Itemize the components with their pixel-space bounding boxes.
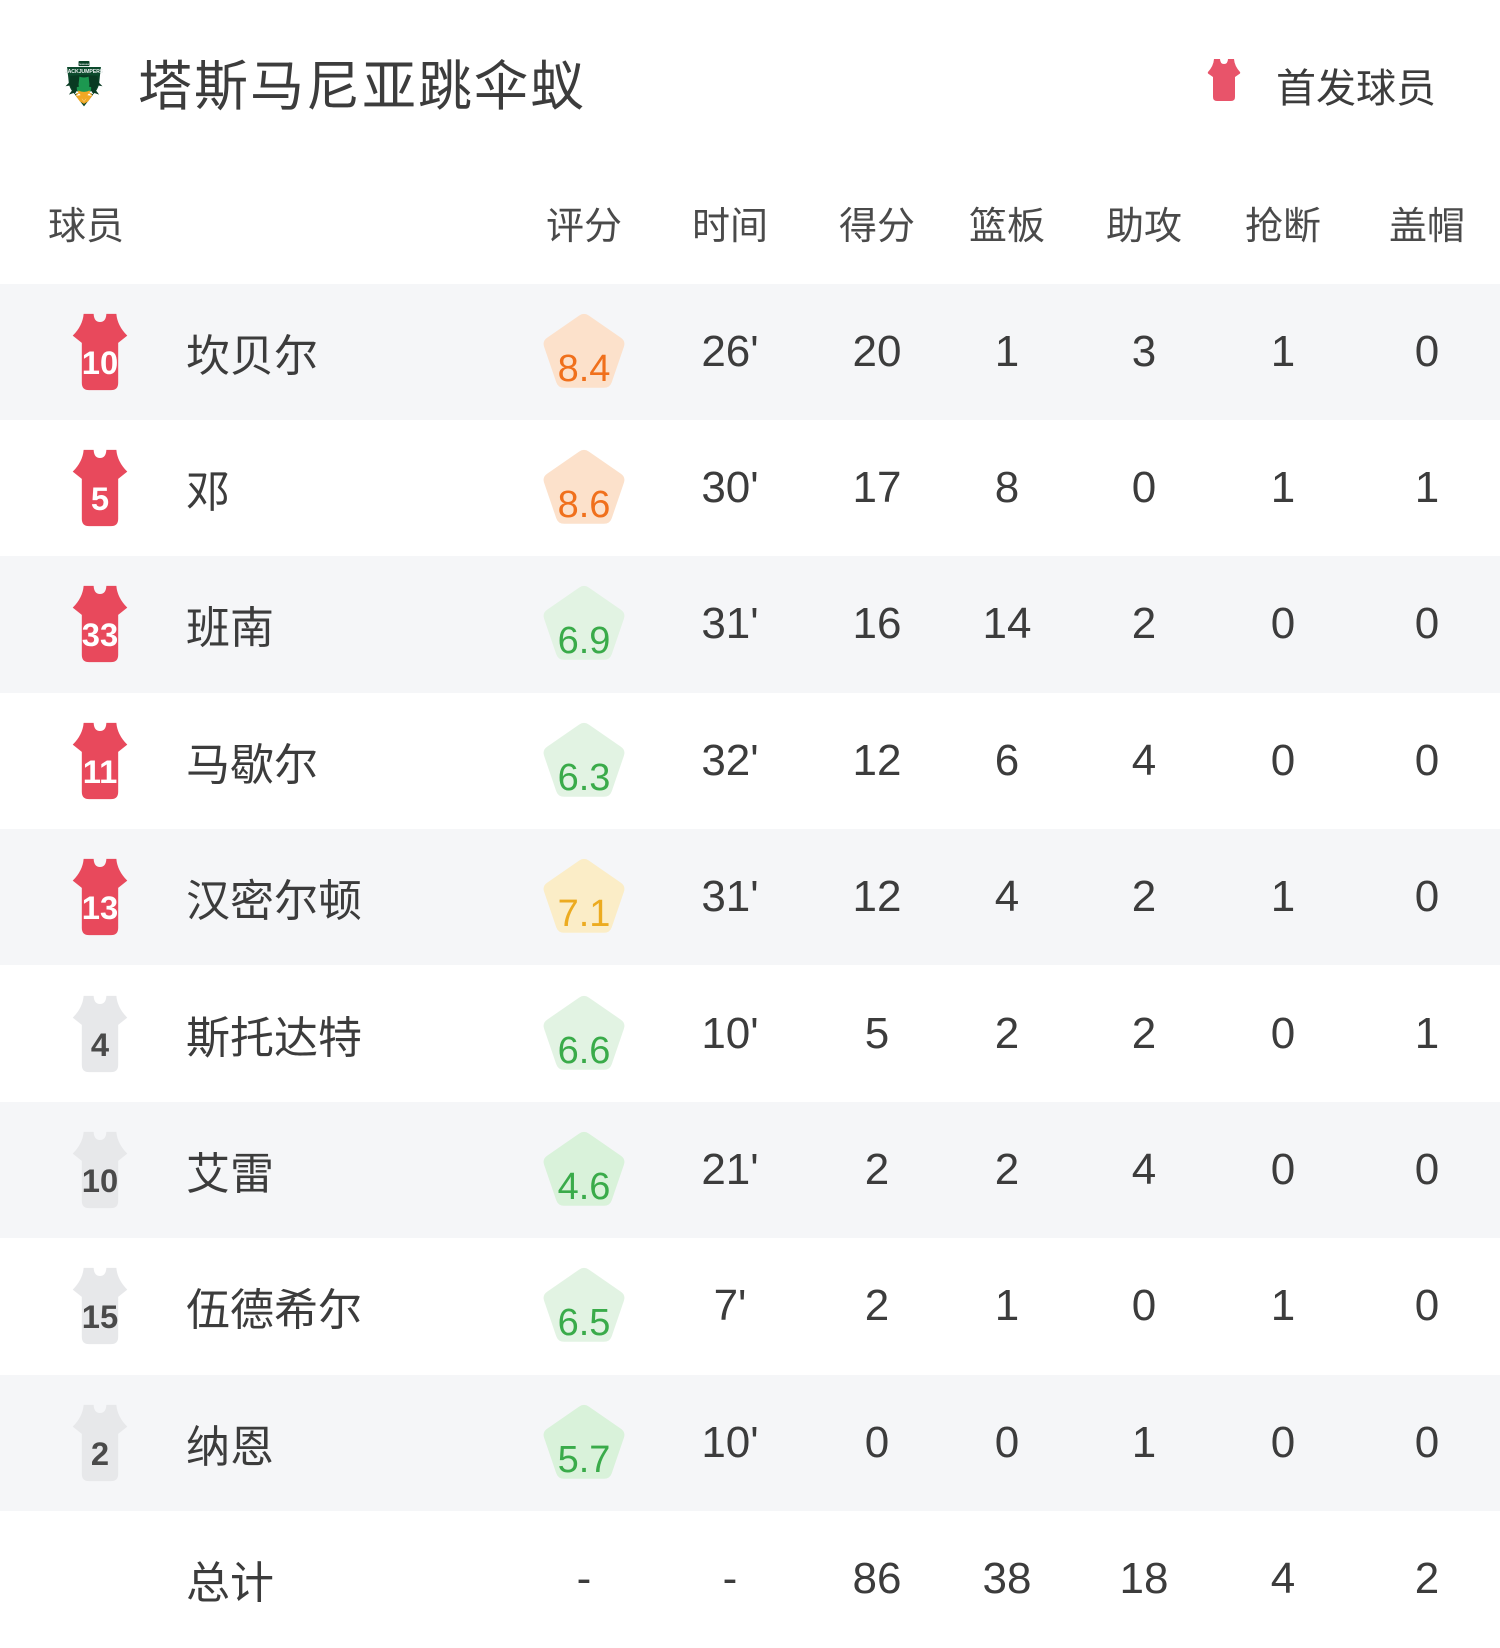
svg-text:2: 2 xyxy=(91,1435,109,1472)
svg-text:13: 13 xyxy=(82,889,118,926)
svg-text:JACKJUMPERS: JACKJUMPERS xyxy=(65,69,104,75)
svg-text:4: 4 xyxy=(91,1025,110,1062)
svg-text:15: 15 xyxy=(82,1298,118,1335)
svg-text:33: 33 xyxy=(82,616,118,653)
svg-text:10: 10 xyxy=(82,344,118,381)
svg-text:5: 5 xyxy=(91,480,109,517)
svg-text:11: 11 xyxy=(83,753,118,790)
svg-text:10: 10 xyxy=(82,1162,118,1199)
